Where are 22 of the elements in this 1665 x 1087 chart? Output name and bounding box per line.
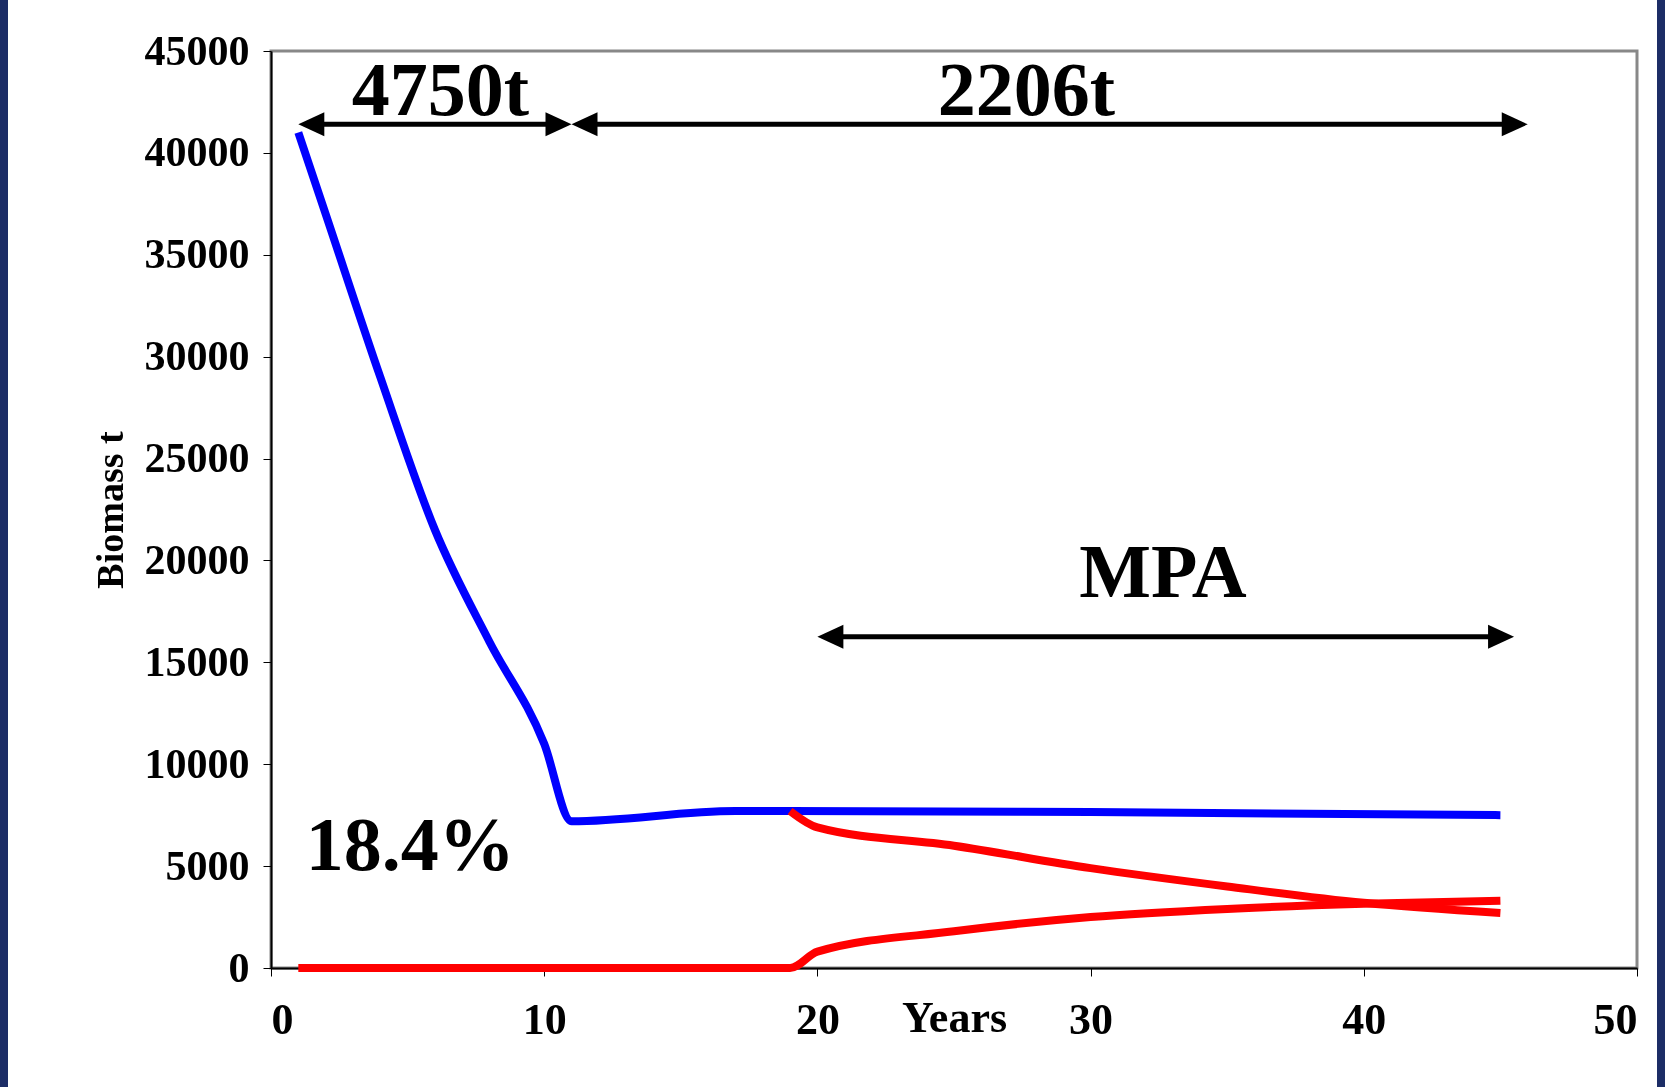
- y-tick-label: 25000: [144, 435, 250, 482]
- y-tick-label: 20000: [144, 536, 250, 583]
- y-tick-label: 5000: [165, 842, 250, 889]
- x-tick-label: 30: [1069, 994, 1114, 1044]
- y-tick-label: 35000: [144, 231, 250, 278]
- x-tick-label: 0: [271, 994, 294, 1044]
- y-tick-label: 0: [228, 944, 250, 991]
- x-tick-label: 40: [1342, 994, 1387, 1044]
- y-tick-label: 10000: [144, 740, 250, 787]
- x-tick-label: 20: [795, 994, 840, 1044]
- x-tick-label: 50: [1593, 994, 1638, 1044]
- annotation: MPA: [1079, 528, 1247, 613]
- y-tick-label: 15000: [144, 638, 250, 685]
- x-tick-label: 10: [522, 994, 567, 1044]
- annotation: 2206t: [937, 47, 1116, 132]
- x-axis-title: Years: [901, 992, 1008, 1042]
- y-tick-label: 40000: [144, 129, 250, 176]
- y-tick-label: 45000: [144, 27, 250, 74]
- annotation: 4750t: [351, 47, 530, 132]
- y-tick-label: 30000: [144, 333, 250, 380]
- annotation: 18.4%: [305, 801, 515, 886]
- y-axis-title: Biomass t: [88, 431, 131, 589]
